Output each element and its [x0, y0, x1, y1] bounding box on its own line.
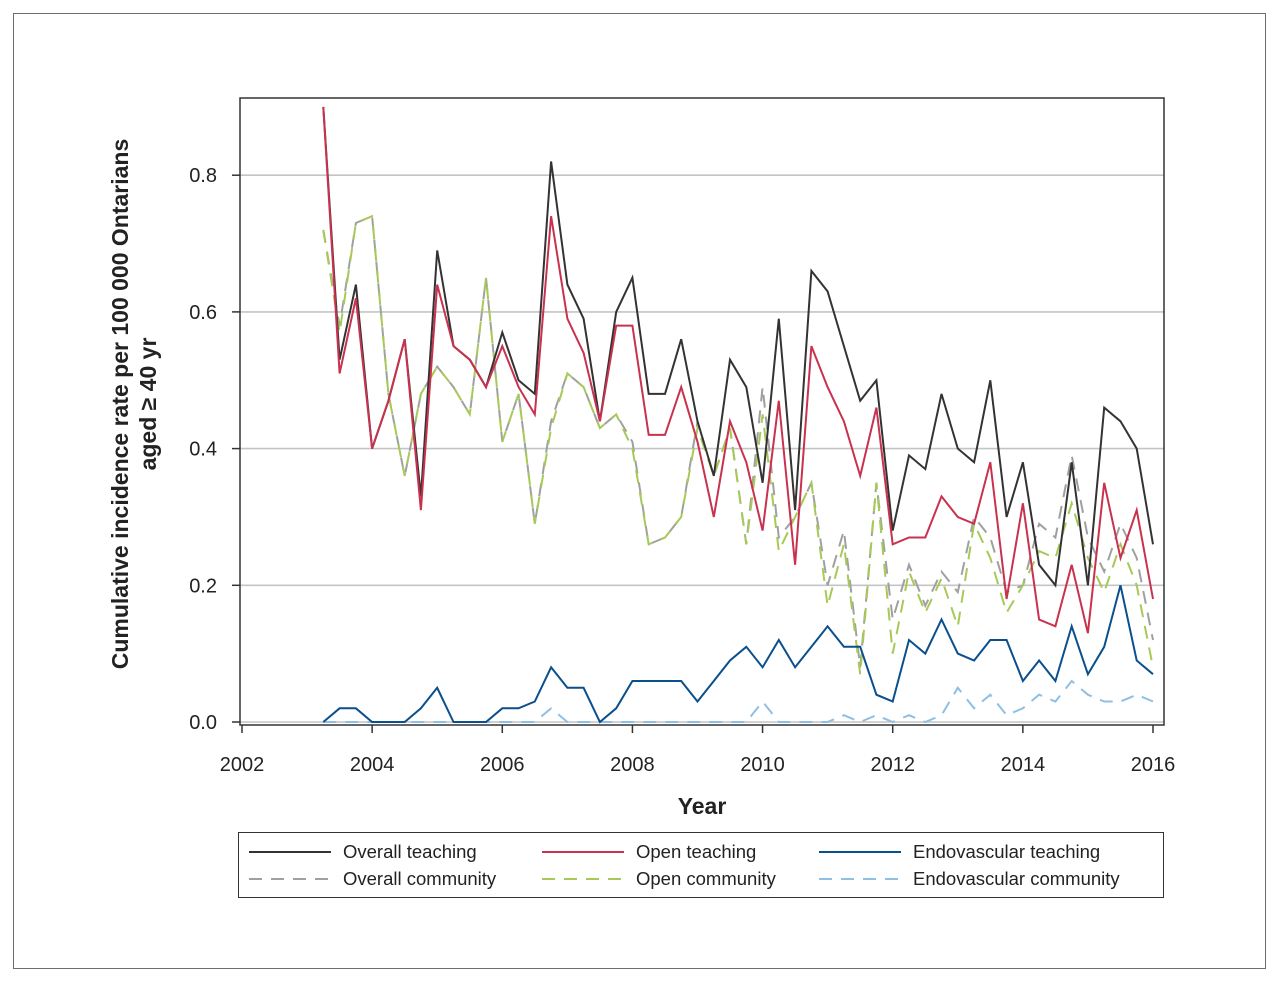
grid-lines — [240, 174, 1164, 723]
series-line-overall-community — [322, 214, 1154, 668]
legend-label: Endovascular teaching — [913, 841, 1101, 862]
legend-item-endovascular-teaching: Endovascular teaching — [819, 840, 1100, 864]
series-line-endovascular-community — [323, 679, 1154, 724]
x-tick-label: 2002 — [220, 754, 265, 776]
legend-swatch-endovascular-teaching — [819, 851, 901, 853]
legend-swatch-overall-teaching — [249, 851, 331, 853]
y-axis-label-line2: aged ≥ 40 yr — [135, 338, 161, 471]
legend-label: Overall teaching — [343, 841, 477, 862]
legend-item-endovascular-community: Endovascular community — [819, 867, 1120, 891]
y-tick-label: 0.0 — [189, 712, 217, 734]
legend-item-overall-teaching: Overall teaching — [249, 840, 477, 864]
series-line-endovascular-teaching — [322, 585, 1154, 724]
legend-swatch-open-teaching — [542, 851, 624, 853]
x-axis-label: Year — [678, 793, 727, 819]
legend-label: Endovascular community — [913, 868, 1120, 889]
x-tick-label: 2010 — [740, 754, 785, 776]
x-tick-label: 2014 — [1001, 754, 1046, 776]
figure-frame — [13, 13, 1266, 969]
x-tick-label: 2008 — [610, 754, 655, 776]
series-line-overall-teaching — [322, 106, 1154, 588]
x-tick-label: 2012 — [870, 754, 915, 776]
legend-swatch-endovascular-community — [819, 878, 901, 880]
y-axis: 0.0 0.2 0.4 0.6 0.8 — [189, 165, 240, 734]
y-tick-label: 0.4 — [189, 439, 217, 461]
series-layer — [322, 106, 1154, 724]
x-tick-label: 2004 — [350, 754, 395, 776]
y-tick-label: 0.2 — [189, 575, 217, 597]
x-tick-label: 2006 — [480, 754, 525, 776]
series-line-open-teaching — [322, 106, 1154, 634]
y-tick-label: 0.8 — [189, 165, 217, 187]
legend-swatch-overall-community — [249, 878, 331, 880]
x-tick-label: 2016 — [1131, 754, 1176, 776]
y-axis-label-line1: Cumulative incidence rate per 100 000 On… — [107, 139, 133, 670]
legend-label: Open teaching — [636, 841, 757, 862]
x-axis: 2002 2004 2006 2008 2010 2012 2014 2016 — [220, 725, 1176, 776]
legend-item-overall-community: Overall community — [249, 867, 496, 891]
plot-area-border — [239, 97, 1165, 726]
legend-label: Open community — [636, 868, 776, 889]
chart-legend: Overall teaching Open teaching Endovascu… — [238, 832, 1164, 898]
series-line-open-community — [322, 214, 1154, 675]
legend-swatch-open-community — [542, 878, 624, 880]
legend-label: Overall community — [343, 868, 497, 889]
y-tick-label: 0.6 — [189, 302, 217, 324]
legend-item-open-teaching: Open teaching — [542, 840, 756, 864]
legend-item-open-community: Open community — [542, 867, 776, 891]
